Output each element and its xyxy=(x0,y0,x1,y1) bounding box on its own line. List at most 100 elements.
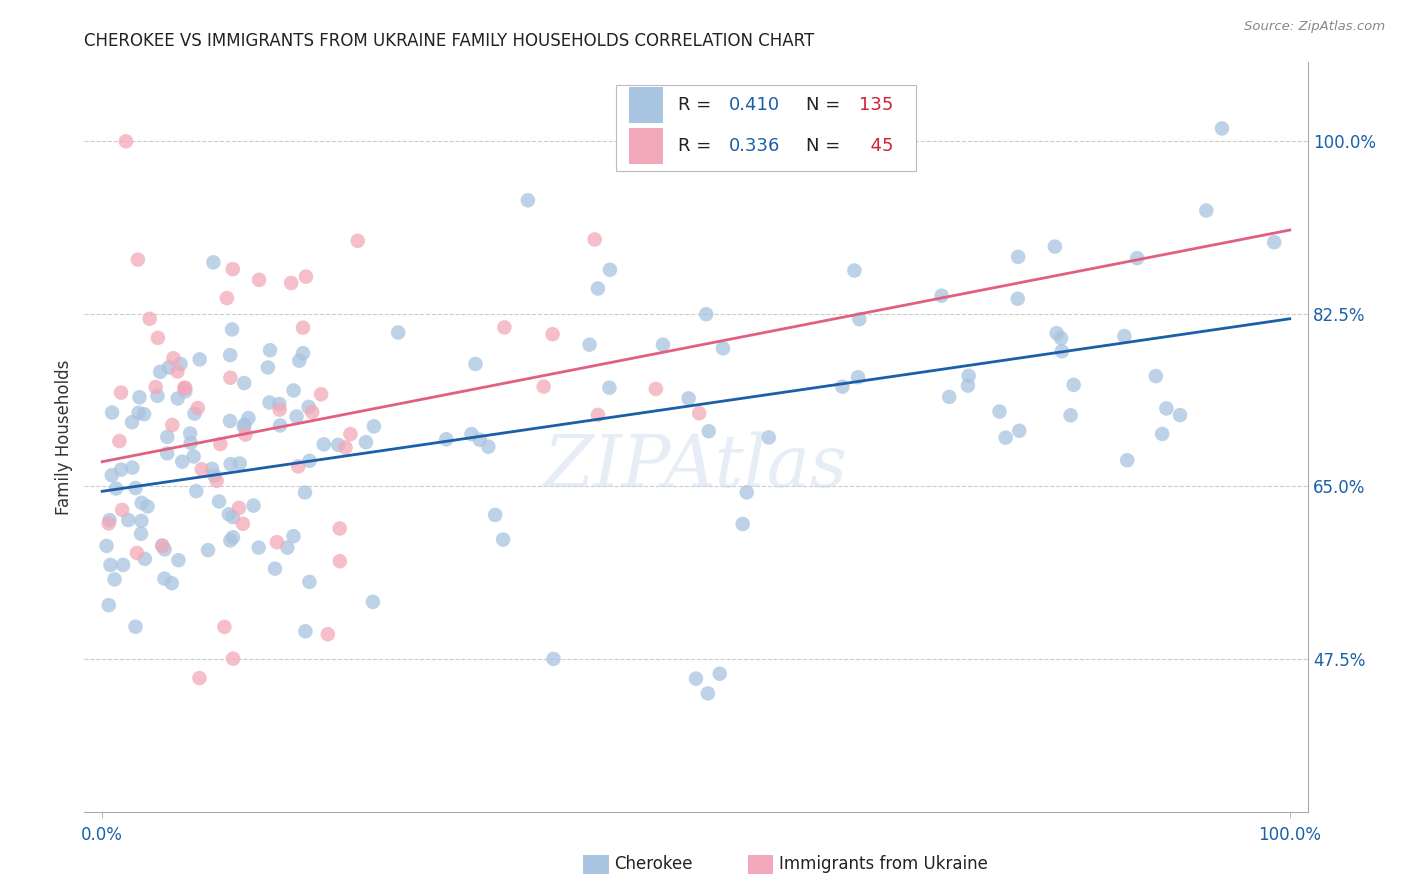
Point xyxy=(287,459,309,474)
Point xyxy=(1007,250,1029,264)
Point xyxy=(202,255,225,269)
Point xyxy=(844,263,866,277)
Point xyxy=(831,379,853,393)
Point xyxy=(97,598,120,612)
Point xyxy=(188,352,211,367)
Point xyxy=(257,360,280,375)
Point xyxy=(124,481,146,495)
Point xyxy=(1007,292,1029,306)
Point xyxy=(232,516,254,531)
Point xyxy=(269,418,291,433)
Point xyxy=(156,430,179,444)
Point xyxy=(233,376,256,390)
Point xyxy=(1045,326,1067,341)
Point xyxy=(153,572,176,586)
Point xyxy=(280,276,302,290)
Point xyxy=(259,343,281,358)
Point xyxy=(292,320,315,334)
Point xyxy=(346,234,368,248)
Point xyxy=(222,510,245,524)
Point xyxy=(292,346,315,360)
Point xyxy=(339,427,361,442)
Y-axis label: Family Households: Family Households xyxy=(55,359,73,515)
FancyBboxPatch shape xyxy=(616,85,917,171)
Point xyxy=(132,407,155,421)
Point xyxy=(1152,426,1174,441)
Point xyxy=(162,351,184,366)
Point xyxy=(846,370,869,384)
Text: R =: R = xyxy=(678,136,717,155)
Point xyxy=(205,474,228,488)
Point xyxy=(247,273,270,287)
Point xyxy=(1050,331,1073,345)
Point xyxy=(586,408,609,422)
Point xyxy=(156,446,179,460)
Point xyxy=(179,426,201,441)
Point xyxy=(98,513,121,527)
Point xyxy=(96,539,118,553)
Point xyxy=(146,389,169,403)
Point xyxy=(235,427,257,442)
Point xyxy=(434,432,457,446)
Point xyxy=(110,385,132,400)
Point xyxy=(1116,453,1139,467)
Point xyxy=(938,390,960,404)
Point xyxy=(101,405,124,419)
Point xyxy=(957,368,980,383)
Point xyxy=(1043,239,1066,253)
Point xyxy=(202,468,225,483)
Point xyxy=(180,435,202,450)
Point xyxy=(848,312,870,326)
Point xyxy=(328,438,350,452)
Point xyxy=(232,419,254,434)
Text: Immigrants from Ukraine: Immigrants from Ukraine xyxy=(779,855,988,873)
Point xyxy=(599,262,621,277)
Point xyxy=(172,455,194,469)
Point xyxy=(125,546,148,560)
Point xyxy=(298,574,321,589)
Point xyxy=(187,401,209,415)
Point xyxy=(219,414,242,428)
Point xyxy=(1211,121,1233,136)
Point xyxy=(735,485,758,500)
Point xyxy=(988,404,1011,418)
Point xyxy=(533,379,555,393)
Point xyxy=(956,378,979,392)
Point xyxy=(128,406,150,420)
Text: CHEROKEE VS IMMIGRANTS FROM UKRAINE FAMILY HOUSEHOLDS CORRELATION CHART: CHEROKEE VS IMMIGRANTS FROM UKRAINE FAMI… xyxy=(84,32,814,50)
Point xyxy=(329,554,352,568)
Point xyxy=(695,307,717,321)
Point xyxy=(1126,251,1149,265)
Point xyxy=(644,382,666,396)
Point xyxy=(242,499,264,513)
Point xyxy=(468,433,491,447)
Point xyxy=(221,322,243,336)
Point xyxy=(652,337,675,351)
Point xyxy=(494,320,516,334)
Point xyxy=(146,331,169,345)
Text: Cherokee: Cherokee xyxy=(614,855,693,873)
Point xyxy=(297,400,319,414)
Point xyxy=(222,651,245,665)
Point xyxy=(229,457,252,471)
Point xyxy=(100,558,122,572)
Point xyxy=(219,370,242,384)
Point xyxy=(128,390,150,404)
Point xyxy=(259,395,281,409)
Point xyxy=(219,348,242,362)
Point xyxy=(361,595,384,609)
Point xyxy=(160,576,183,591)
Point xyxy=(335,441,357,455)
Point xyxy=(586,281,609,295)
Point xyxy=(134,552,156,566)
Point xyxy=(101,468,124,483)
Point xyxy=(222,262,245,277)
Point xyxy=(1156,401,1178,416)
Point xyxy=(174,381,197,395)
Point xyxy=(283,384,305,398)
Point xyxy=(678,392,700,406)
Point xyxy=(117,513,139,527)
Point xyxy=(285,409,308,424)
Point xyxy=(1008,424,1031,438)
Text: 0.410: 0.410 xyxy=(728,95,780,113)
